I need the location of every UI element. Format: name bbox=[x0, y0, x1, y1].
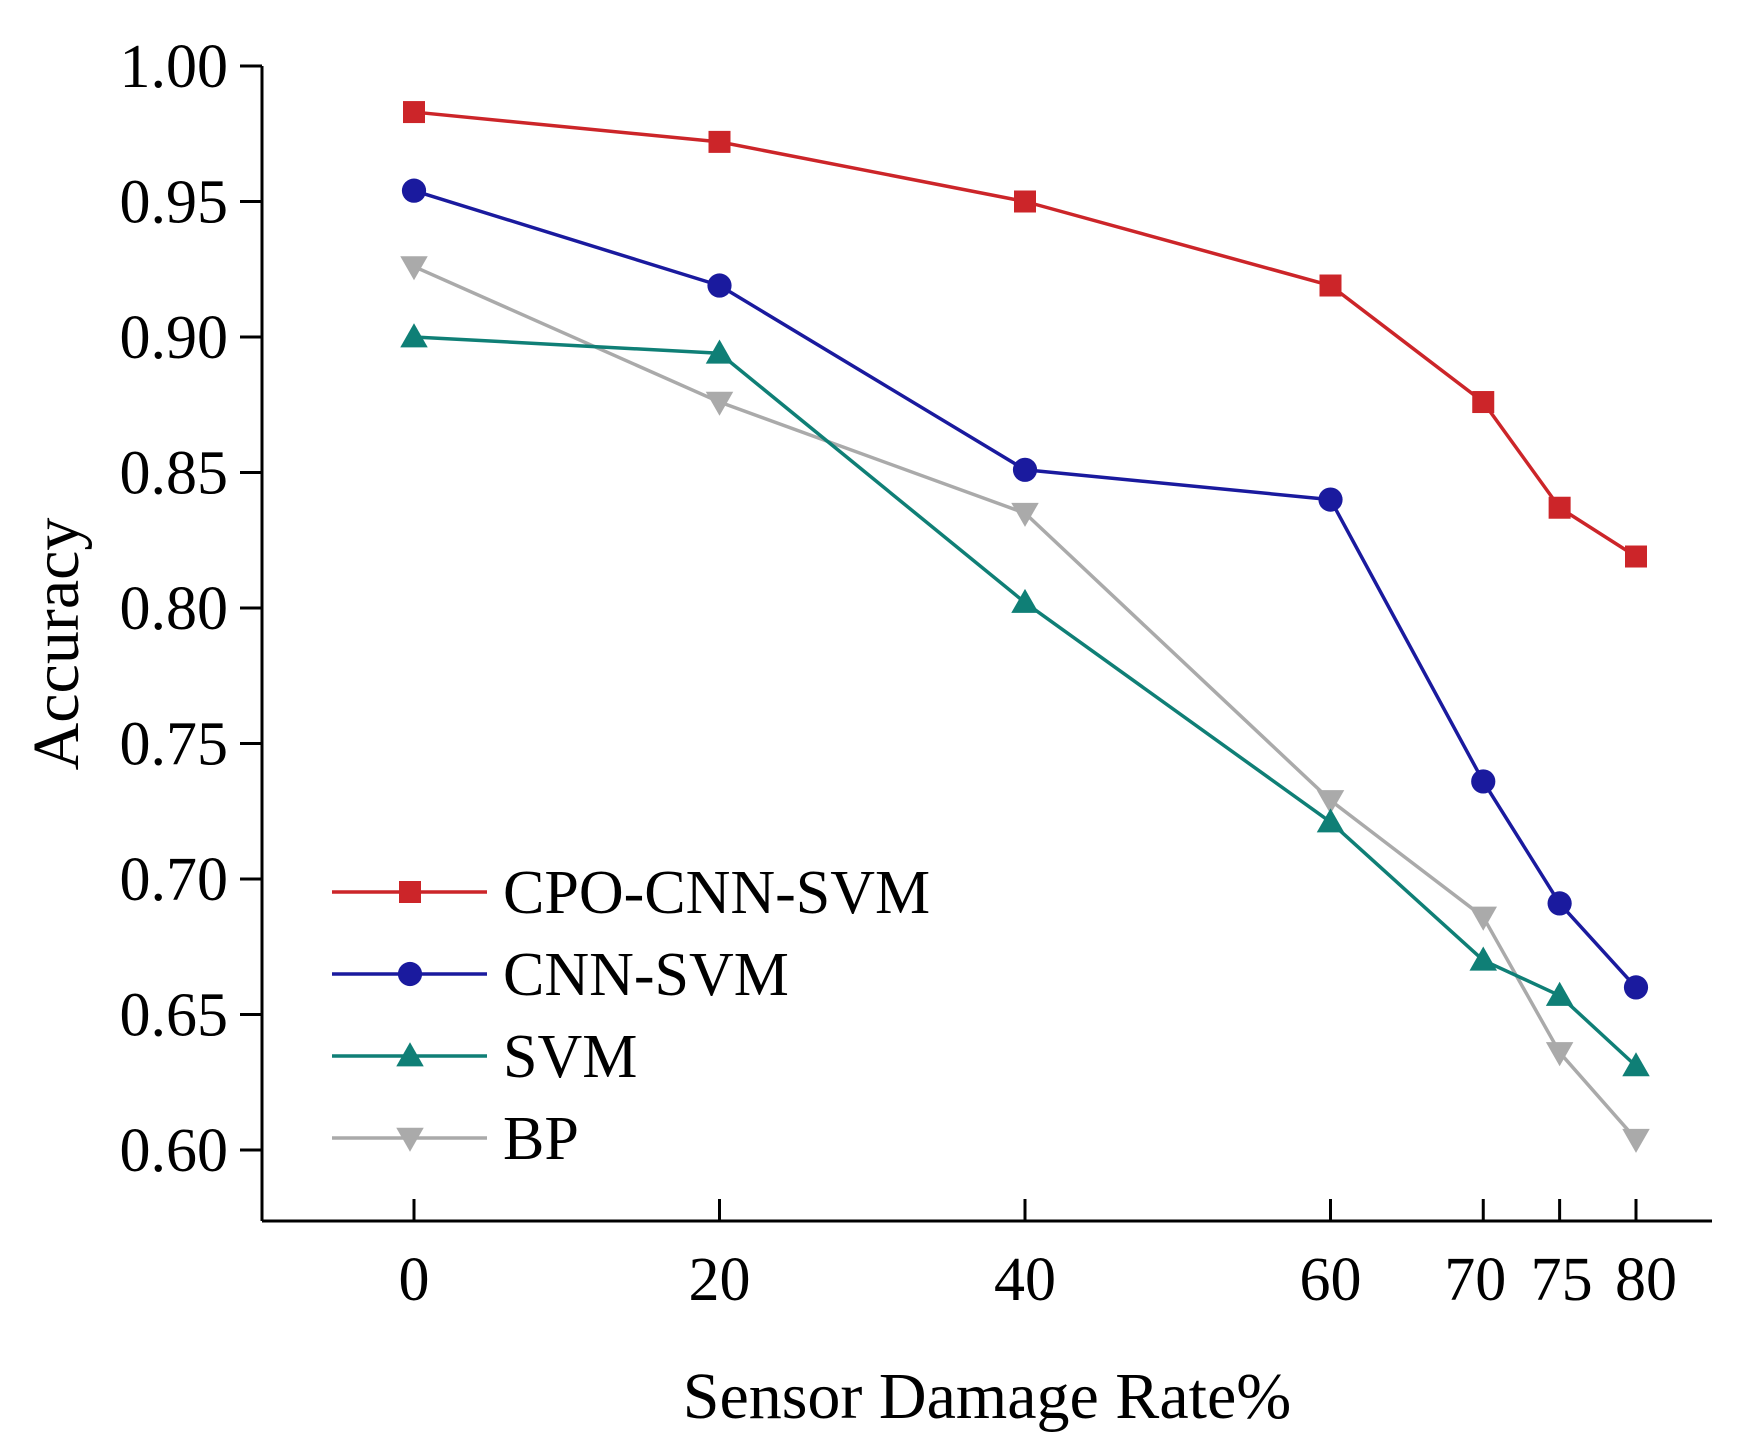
marker-triangle-up bbox=[1469, 946, 1497, 971]
axes bbox=[260, 66, 1712, 1223]
legend-item: BP bbox=[332, 1105, 579, 1173]
marker-circle bbox=[1012, 457, 1038, 482]
legend-item: CPO-CNN-SVM bbox=[332, 859, 930, 927]
marker-circle bbox=[397, 961, 423, 987]
marker-triangle-down bbox=[1011, 502, 1039, 527]
x-tick-label: 70 bbox=[1444, 1246, 1506, 1314]
x-ticks: 0 20 40 60 70 75 80 bbox=[399, 1199, 1677, 1314]
marker-triangle-down bbox=[1622, 1128, 1650, 1153]
marker-triangle-up bbox=[1545, 981, 1574, 1006]
marker-triangle-up bbox=[400, 323, 428, 348]
marker-square bbox=[1548, 496, 1571, 519]
marker-triangle-down bbox=[396, 1127, 424, 1152]
legend-label: CPO-CNN-SVM bbox=[503, 859, 930, 927]
marker-triangle-down bbox=[1469, 906, 1497, 931]
marker-triangle-down bbox=[1545, 1042, 1574, 1067]
x-axis-title: Sensor Damage Rate% bbox=[683, 1360, 1291, 1433]
marker-square bbox=[1625, 545, 1647, 568]
y-tick-label: 0.80 bbox=[120, 575, 229, 643]
y-tick-label: 0.65 bbox=[120, 982, 229, 1050]
marker-circle bbox=[707, 273, 732, 298]
marker-square bbox=[708, 130, 731, 153]
marker-triangle-up bbox=[1622, 1052, 1650, 1077]
x-tick-label: 75 bbox=[1531, 1246, 1593, 1314]
y-tick-label: 0.75 bbox=[120, 711, 229, 779]
y-tick-label: 0.90 bbox=[120, 304, 229, 372]
legend-item: CNN-SVM bbox=[332, 941, 789, 1009]
y-axis-title: Accuracy bbox=[20, 518, 93, 771]
legend-label: CNN-SVM bbox=[503, 941, 789, 1009]
marker-circle bbox=[1547, 891, 1572, 916]
y-ticks: 0.60 0.65 0.70 0.75 0.80 0.85 0.90 0.95 1.00 bbox=[120, 33, 262, 1185]
x-tick-label: 0 bbox=[399, 1246, 430, 1314]
series-cpo-cnn-svm bbox=[403, 101, 1647, 568]
marker-circle bbox=[401, 178, 427, 203]
marker-triangle-up bbox=[396, 1042, 424, 1067]
y-tick-label: 0.70 bbox=[120, 846, 229, 914]
marker-circle bbox=[1471, 769, 1496, 794]
x-tick-label: 80 bbox=[1615, 1246, 1677, 1314]
x-tick-label: 20 bbox=[689, 1246, 751, 1314]
marker-square bbox=[399, 881, 421, 903]
series-cnn-svm bbox=[401, 178, 1649, 1000]
y-tick-label: 0.95 bbox=[120, 169, 229, 237]
marker-circle bbox=[1623, 975, 1649, 1000]
legend-item: SVM bbox=[332, 1023, 637, 1091]
legend-label: BP bbox=[503, 1105, 579, 1173]
marker-triangle-up bbox=[1316, 808, 1345, 833]
marker-square bbox=[1319, 274, 1342, 297]
marker-square bbox=[1014, 190, 1036, 213]
y-tick-label: 0.85 bbox=[120, 440, 229, 508]
marker-square bbox=[403, 101, 425, 124]
y-tick-label: 1.00 bbox=[120, 33, 229, 101]
x-tick-label: 40 bbox=[994, 1246, 1056, 1314]
legend: CPO-CNN-SVM CNN-SVM SVM BP bbox=[332, 859, 930, 1173]
series-line bbox=[413, 110, 1637, 558]
marker-triangle-down bbox=[705, 391, 734, 416]
marker-square bbox=[1472, 391, 1495, 414]
legend-label: SVM bbox=[503, 1023, 637, 1091]
marker-triangle-up bbox=[705, 339, 734, 364]
y-tick-label: 0.60 bbox=[120, 1117, 229, 1185]
marker-triangle-down bbox=[1316, 790, 1345, 815]
series-bp bbox=[400, 256, 1650, 1153]
series-svm bbox=[400, 323, 1650, 1077]
marker-triangle-up bbox=[1011, 588, 1039, 613]
marker-triangle-down bbox=[400, 256, 428, 281]
x-tick-label: 60 bbox=[1300, 1246, 1362, 1314]
marker-circle bbox=[1318, 487, 1343, 512]
series-layer bbox=[400, 101, 1650, 1153]
